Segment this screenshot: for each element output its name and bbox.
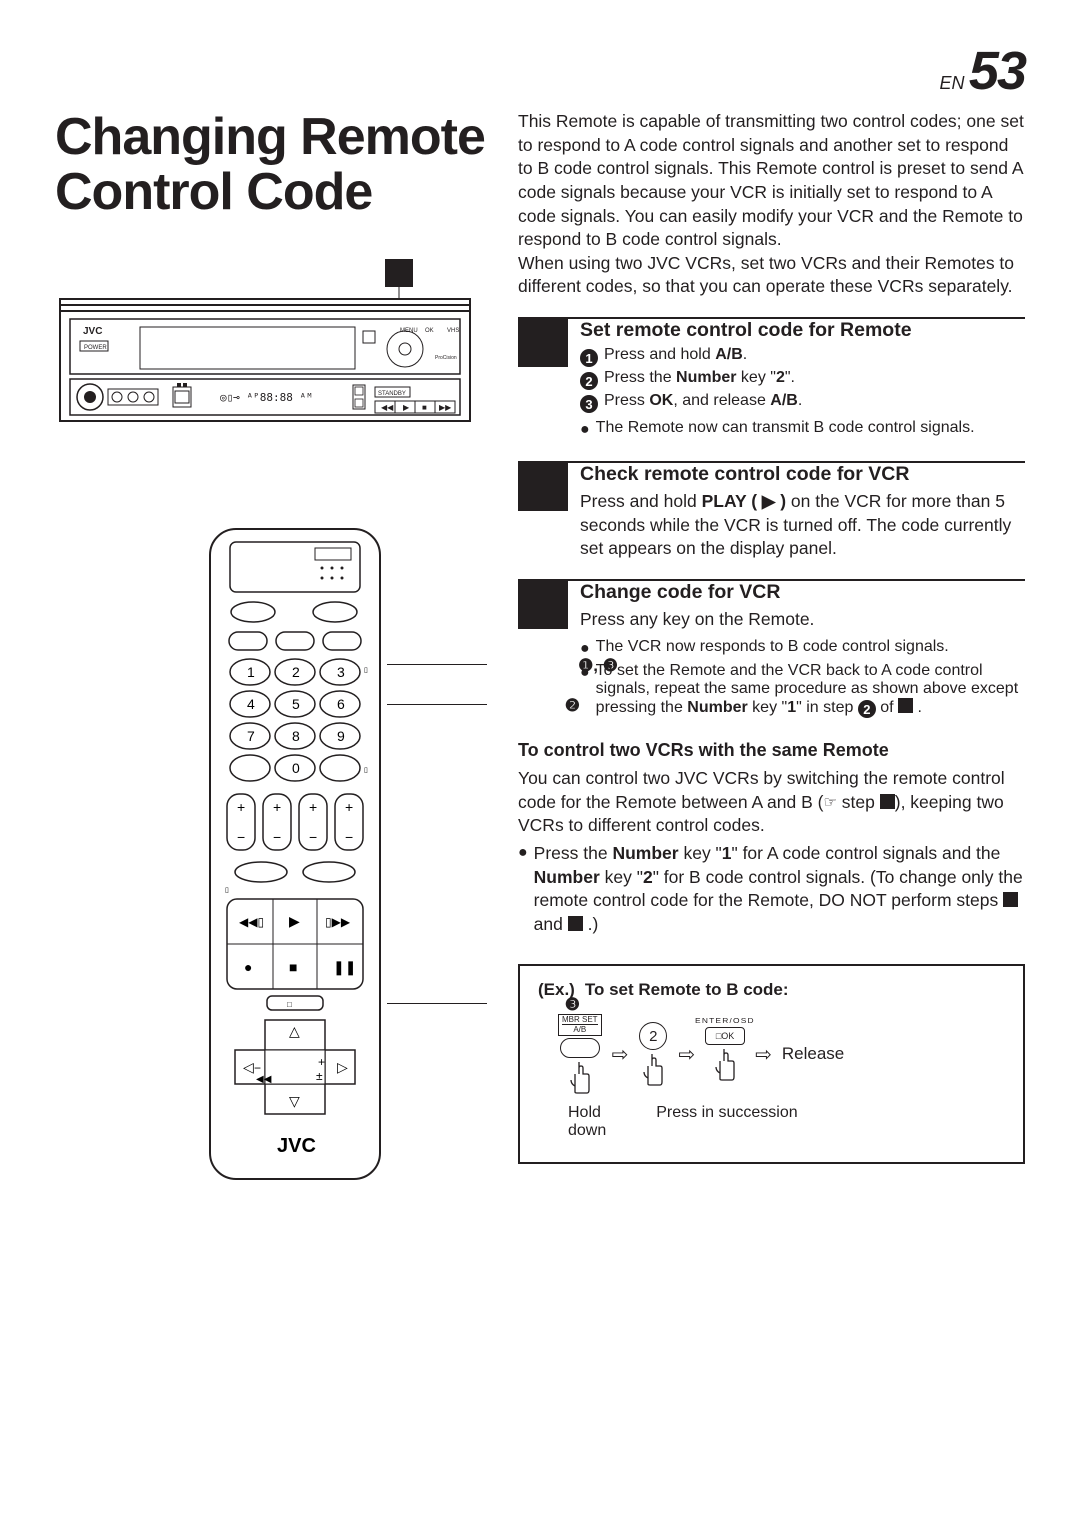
two-vcrs-bullet: Press the Number key "1" for A code cont…	[534, 842, 1025, 937]
arrow-icon: ⇨	[755, 1042, 772, 1067]
svg-text:8: 8	[292, 728, 300, 744]
svg-text:▶▶: ▶▶	[439, 403, 452, 412]
svg-text:5: 5	[292, 696, 300, 712]
section-body: Press and hold PLAY ( ▶ ) on the VCR for…	[580, 490, 1025, 561]
two-vcrs-body: You can control two JVC VCRs by switchin…	[518, 767, 1025, 838]
section-body: Press any key on the Remote.	[580, 608, 1025, 632]
hand-icon	[565, 1060, 595, 1094]
svg-text:●: ●	[244, 959, 252, 975]
svg-text:◀◀▯: ◀◀▯	[239, 915, 264, 929]
svg-text:JVC: JVC	[277, 1135, 316, 1157]
ok-key: ENTER/OSD □OK	[705, 1027, 745, 1045]
svg-text:4: 4	[247, 696, 255, 712]
bullet-icon: ●	[518, 844, 528, 937]
svg-text:❚❚: ❚❚	[333, 959, 356, 976]
svg-text:OK: OK	[425, 328, 434, 334]
intro-text: This Remote is capable of transmitting t…	[518, 110, 1025, 299]
section-set-remote: Set remote control code for Remote 1Pres…	[518, 317, 1025, 443]
svg-text:6: 6	[337, 696, 345, 712]
svg-text:ProCision: ProCision	[435, 355, 457, 361]
svg-text:0: 0	[292, 760, 300, 776]
release-label: Release	[782, 1044, 844, 1064]
svg-text:▯: ▯	[364, 667, 368, 674]
svg-text:+: +	[345, 799, 353, 815]
section-change-vcr: Change code for VCR Press any key on the…	[518, 579, 1025, 722]
svg-text:□: □	[287, 1000, 292, 1009]
svg-text:STANDBY: STANDBY	[378, 391, 406, 397]
svg-text:−: −	[273, 829, 281, 845]
svg-text:−: −	[345, 829, 353, 845]
svg-text:+: +	[237, 799, 245, 815]
page-number-prefix: EN	[939, 73, 964, 93]
example-title: To set Remote to B code:	[585, 980, 789, 1000]
section-check-vcr: Check remote control code for VCR Press …	[518, 461, 1025, 561]
svg-text:3: 3	[337, 664, 345, 680]
two-vcrs-section: To control two VCRs with the same Remote…	[518, 740, 1025, 936]
svg-text:+: +	[318, 1055, 325, 1069]
hand-icon	[638, 1052, 668, 1086]
section-title: Check remote control code for VCR	[580, 463, 1025, 490]
page-number: EN 53	[55, 40, 1025, 102]
svg-text:+: +	[309, 799, 317, 815]
svg-text:■: ■	[289, 959, 297, 975]
svg-text:◎▯⊸ ᴬᴾ88:88 ᴬᴹ: ◎▯⊸ ᴬᴾ88:88 ᴬᴹ	[220, 391, 313, 404]
svg-text:−: −	[237, 829, 245, 845]
vcr-illustration: JVC POWER MENU OK VHS ProCision	[55, 259, 490, 444]
svg-text:2: 2	[292, 664, 300, 680]
svg-text:−: −	[309, 829, 317, 845]
svg-text:▯▶▶: ▯▶▶	[325, 915, 351, 929]
svg-text:VHS: VHS	[447, 328, 459, 334]
svg-text:▯: ▯	[225, 887, 229, 894]
svg-text:▶: ▶	[289, 913, 300, 929]
svg-text:9: 9	[337, 728, 345, 744]
svg-text:−: −	[254, 1061, 261, 1075]
section-title: Change code for VCR	[580, 581, 1025, 608]
main-title: Changing Remote Control Code	[55, 110, 490, 219]
hand-icon	[710, 1047, 740, 1081]
svg-text:▶: ▶	[403, 403, 410, 412]
svg-text:1: 1	[247, 664, 255, 680]
svg-text:7: 7	[247, 728, 255, 744]
svg-text:◁: ◁	[243, 1059, 254, 1075]
two-vcrs-heading: To control two VCRs with the same Remote	[518, 740, 1025, 761]
hold-down-label: Hold down	[568, 1104, 606, 1140]
press-succession-label: Press in succession	[656, 1104, 797, 1140]
svg-text:POWER: POWER	[84, 345, 107, 351]
svg-text:JVC: JVC	[83, 326, 102, 337]
remote-illustration: 1 2 3 4 5 6 7 8 9 0 ▯ ▯ + −	[205, 524, 490, 1189]
example-box: (Ex.) To set Remote to B code: MBR SET A…	[518, 964, 1025, 1164]
svg-text:±: ±	[316, 1069, 323, 1083]
svg-text:▽: ▽	[289, 1093, 300, 1109]
section-marker-icon	[518, 579, 568, 629]
section-marker-icon	[518, 461, 568, 511]
svg-text:▷: ▷	[337, 1059, 348, 1075]
svg-text:△: △	[289, 1023, 300, 1039]
svg-text:◀◀: ◀◀	[381, 403, 394, 412]
section-title: Set remote control code for Remote	[580, 319, 1025, 346]
example-diagram: MBR SET A/B ⇨ 2 ⇨	[558, 1014, 1005, 1094]
section-marker-icon	[518, 317, 568, 367]
svg-text:■: ■	[422, 403, 427, 412]
number-key-2: 2	[639, 1022, 667, 1050]
callout-mid: ❷	[565, 696, 580, 716]
callout-bottom: ❸	[565, 995, 580, 1015]
svg-text:◀◀: ◀◀	[256, 1074, 272, 1085]
page-number-value: 53	[969, 41, 1025, 101]
callout-top: ❶, ❸	[578, 656, 618, 676]
svg-text:+: +	[273, 799, 281, 815]
svg-text:▯: ▯	[364, 767, 368, 774]
arrow-icon: ⇨	[612, 1042, 629, 1067]
arrow-icon: ⇨	[678, 1042, 695, 1067]
